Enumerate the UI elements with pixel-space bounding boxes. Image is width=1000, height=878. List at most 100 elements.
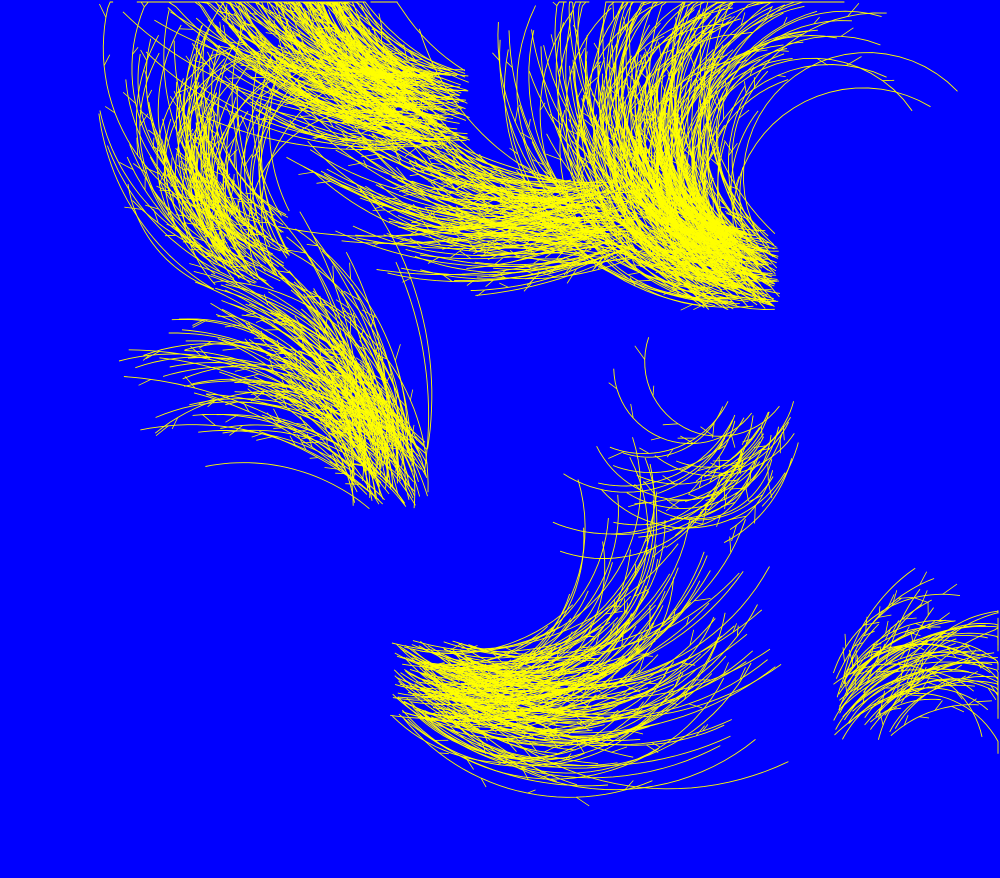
filament-barb bbox=[643, 535, 652, 544]
filament-stroke bbox=[179, 93, 238, 225]
filament-barb bbox=[682, 155, 693, 170]
filament-barb bbox=[448, 642, 463, 652]
filament-barb bbox=[511, 236, 525, 245]
filament-stroke bbox=[520, 163, 634, 204]
filament-stroke bbox=[623, 16, 768, 275]
filament-barb bbox=[577, 246, 589, 259]
filament-stroke bbox=[680, 58, 761, 284]
filament-barb bbox=[629, 277, 636, 287]
filament-barb bbox=[397, 67, 413, 74]
filament-stroke bbox=[585, 60, 768, 296]
filament-stroke bbox=[261, 86, 334, 276]
filament-barb bbox=[326, 352, 343, 356]
filament-barb bbox=[428, 176, 446, 182]
filament-stroke bbox=[241, 314, 418, 441]
filament-stroke bbox=[439, 196, 572, 220]
filament-barb bbox=[624, 780, 634, 791]
filament-stroke bbox=[445, 655, 727, 723]
filament-barb bbox=[256, 436, 274, 441]
filament-stroke bbox=[703, 427, 760, 478]
filament-barb bbox=[702, 222, 715, 225]
filament-barb bbox=[681, 153, 685, 170]
filament-barb bbox=[309, 457, 318, 459]
filament-stroke bbox=[436, 139, 593, 184]
filament-stroke bbox=[731, 70, 770, 248]
filament-barb bbox=[897, 597, 914, 599]
filament-barb bbox=[564, 256, 580, 264]
filament-barb bbox=[565, 726, 580, 737]
filament-barb bbox=[537, 271, 555, 278]
filament-stroke bbox=[192, 1, 419, 87]
filament-stroke bbox=[270, 385, 380, 505]
filament-barb bbox=[424, 161, 431, 170]
filament-barb bbox=[477, 289, 486, 297]
filament-stroke bbox=[157, 138, 221, 261]
filament-barb bbox=[608, 451, 625, 459]
filament-barb bbox=[738, 109, 750, 119]
filament-stroke bbox=[278, 188, 573, 237]
filament-stroke bbox=[248, 338, 356, 482]
filament-stroke bbox=[248, 303, 392, 490]
filament-stroke bbox=[356, 232, 587, 250]
filament-barb bbox=[277, 270, 290, 274]
filament-stroke bbox=[135, 356, 374, 474]
filament-barb bbox=[518, 650, 531, 658]
filament-barb bbox=[646, 148, 658, 162]
filament-stroke bbox=[395, 261, 430, 473]
filament-barb bbox=[674, 671, 682, 688]
filament-stroke bbox=[238, 401, 377, 456]
filament-barb bbox=[609, 709, 619, 718]
filament-stroke bbox=[129, 144, 257, 283]
filament-barb bbox=[680, 131, 686, 144]
filament-barb bbox=[782, 425, 785, 441]
filament-barb bbox=[410, 389, 414, 401]
filament-barb bbox=[658, 42, 662, 57]
filament-stroke bbox=[859, 651, 996, 690]
filament-stroke bbox=[729, 470, 774, 530]
filament-stroke bbox=[670, 35, 837, 283]
filament-stroke bbox=[848, 692, 999, 754]
filament-barb bbox=[601, 114, 607, 125]
filament-stroke bbox=[832, 593, 961, 674]
filament-barb bbox=[171, 157, 173, 170]
filament-stroke bbox=[665, 474, 721, 548]
filament-barb bbox=[637, 119, 645, 129]
filament-stroke bbox=[628, 172, 770, 266]
filament-stroke bbox=[193, 84, 240, 219]
filament-barb bbox=[345, 1, 347, 7]
filament-barb bbox=[337, 65, 350, 75]
filament-stroke bbox=[761, 442, 799, 507]
filament-barb bbox=[964, 643, 975, 655]
filament-barb bbox=[523, 264, 533, 270]
filament-barb bbox=[646, 183, 659, 197]
filament-stroke bbox=[839, 624, 986, 707]
filament-stroke bbox=[462, 572, 740, 659]
filament-stroke bbox=[425, 126, 626, 248]
filament-barb bbox=[553, 218, 567, 229]
filament-stroke bbox=[407, 718, 585, 767]
filament-barb bbox=[954, 645, 971, 654]
filament-barb bbox=[195, 192, 198, 207]
filament-stroke bbox=[432, 651, 630, 673]
filament-barb bbox=[179, 138, 187, 149]
filament-stroke bbox=[354, 1, 452, 72]
filament-barb bbox=[885, 620, 889, 634]
filament-barb bbox=[655, 558, 659, 570]
filament-barb bbox=[273, 427, 282, 429]
filament-stroke bbox=[835, 597, 902, 679]
filament-barb bbox=[292, 394, 303, 398]
filament-barb bbox=[393, 238, 407, 245]
filament-stroke bbox=[206, 393, 416, 492]
filament-barb bbox=[942, 583, 958, 595]
filament-barb bbox=[313, 35, 327, 38]
filament-barb bbox=[456, 184, 466, 189]
filament-stroke bbox=[870, 698, 942, 723]
filament-barb bbox=[477, 190, 494, 192]
filament-stroke bbox=[415, 708, 731, 767]
filament-barb bbox=[331, 369, 344, 374]
filament-barb bbox=[501, 659, 512, 669]
filament-barb bbox=[735, 176, 740, 187]
filament-barb bbox=[399, 76, 409, 89]
filament-barb bbox=[246, 312, 256, 316]
filament-stroke bbox=[835, 677, 958, 730]
